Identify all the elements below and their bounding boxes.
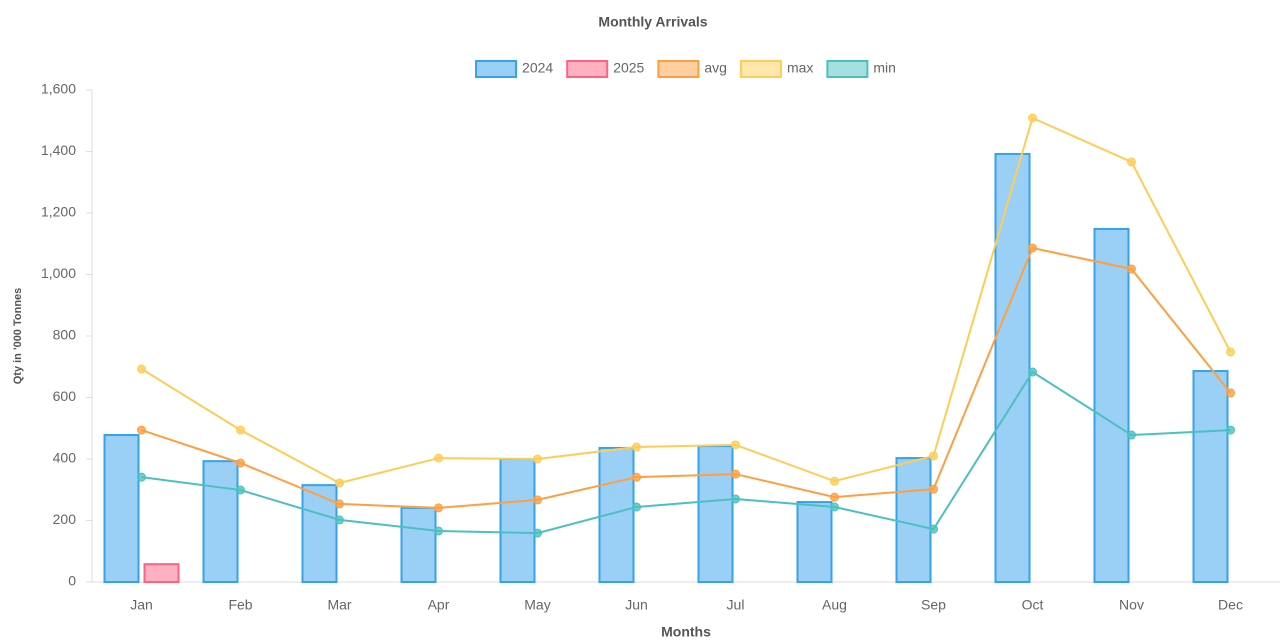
- point: [731, 494, 740, 504]
- bar: [697, 445, 734, 583]
- bar: [103, 434, 140, 584]
- y-tick-label: 600: [53, 388, 77, 404]
- y-tick-label: 200: [53, 511, 77, 527]
- point: [929, 451, 938, 461]
- bar: [994, 152, 1031, 584]
- point: [830, 492, 839, 502]
- x-tick-label: Oct: [1022, 597, 1044, 613]
- x-axis-title: Months: [661, 624, 711, 640]
- x-tick-label: Mar: [327, 597, 351, 613]
- bar: [895, 457, 932, 584]
- point: [632, 502, 641, 512]
- x-tick-label: Jun: [625, 597, 648, 613]
- legend-swatch[interactable]: [566, 60, 609, 78]
- point: [1226, 347, 1235, 357]
- point: [533, 528, 542, 538]
- x-tick-label: Apr: [428, 597, 450, 613]
- point: [632, 472, 641, 482]
- point: [335, 478, 344, 488]
- point: [731, 469, 740, 479]
- point: [434, 453, 443, 463]
- point: [434, 503, 443, 513]
- y-tick-label: 800: [53, 327, 77, 343]
- x-tick-label: Feb: [228, 597, 252, 613]
- legend-swatch[interactable]: [739, 60, 782, 78]
- point: [335, 499, 344, 509]
- point: [1226, 388, 1235, 398]
- bar: [1192, 370, 1229, 583]
- line: [141, 370, 1231, 535]
- bar: [400, 506, 437, 583]
- legend-swatch[interactable]: [657, 60, 700, 78]
- x-tick-label: Sep: [921, 597, 946, 613]
- y-tick-label: 1,000: [41, 265, 76, 281]
- legend-label[interactable]: 2024: [522, 60, 553, 76]
- x-tick-label: Nov: [1119, 597, 1144, 613]
- point: [236, 425, 245, 435]
- point: [434, 526, 443, 536]
- point: [1226, 425, 1235, 435]
- y-tick-label: 0: [68, 573, 76, 589]
- point: [830, 476, 839, 486]
- legend-label[interactable]: max: [787, 60, 813, 76]
- legend-swatch[interactable]: [475, 60, 518, 78]
- bar: [202, 460, 239, 583]
- point: [137, 425, 146, 435]
- line: [141, 246, 1232, 509]
- x-tick-label: Jan: [130, 597, 153, 613]
- point: [335, 515, 344, 525]
- legend-label[interactable]: 2025: [613, 60, 644, 76]
- y-axis-title: Qty in '000 Tonnes: [12, 288, 24, 385]
- x-tick-label: May: [524, 597, 550, 613]
- bar: [499, 458, 536, 583]
- x-tick-label: Dec: [1218, 597, 1243, 613]
- y-tick-label: 1,600: [41, 81, 76, 97]
- point: [1127, 264, 1136, 274]
- y-tick-label: 1,200: [41, 204, 76, 220]
- point: [137, 364, 146, 374]
- point: [236, 458, 245, 468]
- legend-swatch[interactable]: [826, 60, 869, 78]
- point: [1127, 430, 1136, 440]
- point: [632, 442, 641, 452]
- bar: [1093, 227, 1130, 584]
- line: [140, 116, 1232, 485]
- point: [1028, 243, 1037, 253]
- point: [533, 495, 542, 505]
- point: [236, 485, 245, 495]
- point: [1028, 367, 1037, 377]
- x-tick-label: Jul: [727, 597, 745, 613]
- point: [1127, 157, 1136, 167]
- point: [731, 440, 740, 450]
- point: [929, 484, 938, 494]
- point: [929, 524, 938, 534]
- point: [830, 502, 839, 512]
- legend-label[interactable]: avg: [704, 60, 727, 76]
- y-tick-label: 1,400: [41, 142, 76, 158]
- point: [1028, 113, 1037, 123]
- point: [533, 454, 542, 464]
- bar: [143, 563, 180, 583]
- bar: [796, 501, 833, 583]
- y-tick-label: 400: [53, 450, 77, 466]
- legend-label[interactable]: min: [873, 60, 896, 76]
- x-tick-label: Aug: [822, 597, 847, 613]
- point: [137, 472, 146, 482]
- chart-title: Monthly Arrivals: [598, 14, 707, 30]
